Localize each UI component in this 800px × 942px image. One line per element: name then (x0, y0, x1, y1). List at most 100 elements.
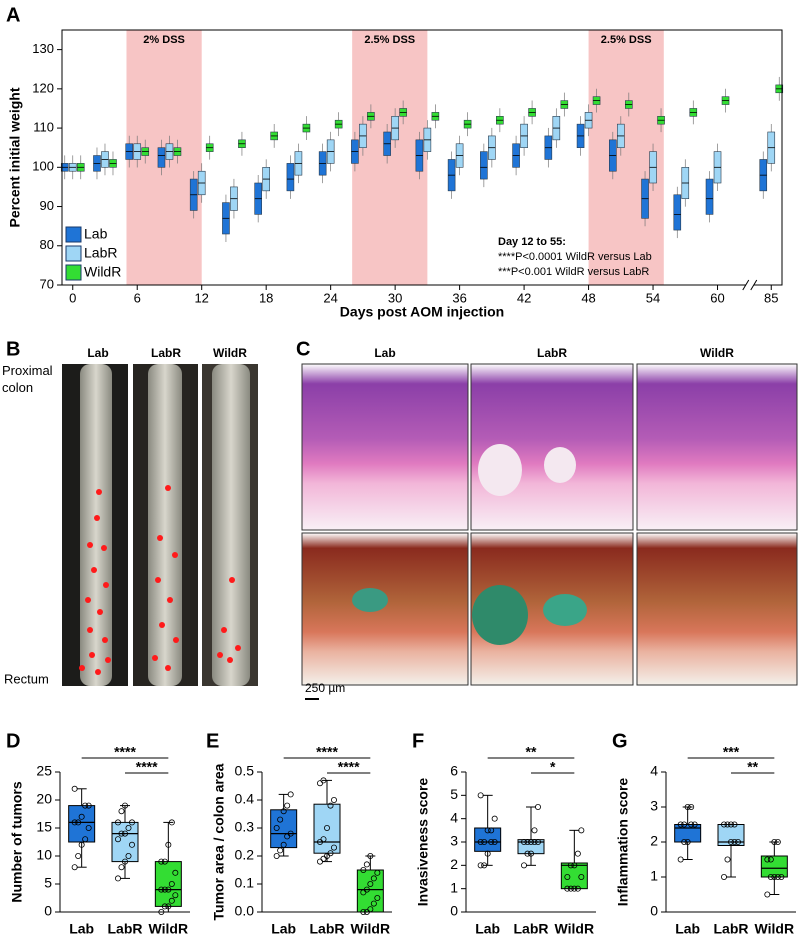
data-point (168, 881, 175, 888)
data-point (477, 839, 484, 846)
data-point (78, 841, 85, 848)
box (111, 821, 139, 863)
data-point (564, 874, 571, 881)
data-point (681, 821, 688, 828)
box (480, 151, 488, 180)
data-point (158, 909, 165, 916)
data-point (767, 856, 774, 863)
x-axis-title: Days post AOM injection (340, 304, 504, 320)
data-point (158, 858, 165, 865)
data-point (535, 839, 542, 846)
x-tick-label: LabR (714, 921, 749, 937)
y-tick-label: 3 (650, 798, 658, 814)
data-point (484, 850, 491, 857)
panel-label: E (206, 730, 219, 752)
data-point (327, 850, 334, 857)
data-point (488, 839, 495, 846)
data-point (481, 839, 488, 846)
data-point (273, 825, 280, 832)
column-label: WildR (213, 346, 247, 360)
y-axis-title: Invasiveness score (415, 778, 431, 907)
data-point (71, 785, 78, 792)
data-point (688, 821, 695, 828)
dss-label: 2.5% DSS (601, 34, 652, 46)
column-label: WildR (700, 346, 734, 360)
data-point (721, 874, 728, 881)
data-point (165, 903, 172, 910)
scale-bar-label: 250 µm (305, 681, 345, 695)
data-point (118, 830, 125, 837)
data-point (360, 909, 367, 916)
axis-break (745, 282, 754, 288)
x-tick-label: LabR (310, 921, 345, 937)
data-point (168, 819, 175, 826)
y-tick-label: 15 (36, 819, 52, 835)
significance-label: **** (114, 744, 136, 760)
x-tick-label: 60 (710, 290, 724, 305)
dss-label: 2.5% DSS (364, 34, 415, 46)
data-point (524, 839, 531, 846)
data-point (774, 839, 781, 846)
data-point (161, 903, 168, 910)
data-point (273, 853, 280, 860)
data-point (484, 827, 491, 834)
data-point (728, 821, 735, 828)
box (760, 855, 788, 878)
y-axis-title: Number of tumors (9, 781, 25, 903)
significance-label: **** (136, 759, 158, 775)
significance-label: **** (338, 759, 360, 775)
y-tick-label: 3 (450, 833, 458, 849)
data-point (731, 839, 738, 846)
data-point (578, 827, 585, 834)
y-tick-label: 120 (32, 80, 54, 95)
data-point (531, 839, 538, 846)
box (560, 862, 588, 890)
y-tick-label: 1 (650, 868, 658, 884)
data-point (774, 874, 781, 881)
data-point (767, 874, 774, 881)
data-point (528, 850, 535, 857)
x-tick-label: WildR (555, 921, 595, 937)
box (673, 194, 682, 231)
data-point (320, 836, 327, 843)
data-point (165, 886, 172, 893)
column-label: Lab (374, 346, 395, 360)
dss-label: 2% DSS (143, 34, 185, 46)
data-point (168, 897, 175, 904)
box (717, 824, 745, 846)
panel-label: B (6, 338, 20, 360)
photo-b (62, 364, 258, 686)
data-point (115, 819, 122, 826)
data-point (677, 821, 684, 828)
y-tick-label: 4 (650, 763, 658, 779)
significance-label: ** (747, 759, 758, 775)
y-tick-label: 10 (36, 847, 52, 863)
data-point (360, 867, 367, 874)
y-tick-label: 130 (32, 41, 54, 56)
y-tick-label: 100 (32, 159, 54, 174)
data-point (764, 891, 771, 898)
data-point (71, 819, 78, 826)
data-point (118, 864, 125, 871)
x-tick-label: 18 (259, 290, 273, 305)
box (313, 803, 341, 854)
data-point (82, 802, 89, 809)
data-point (764, 856, 771, 863)
data-point (85, 802, 92, 809)
data-point (172, 869, 179, 876)
y-tick-label: 70 (40, 276, 54, 291)
data-point (363, 861, 370, 868)
box (356, 869, 384, 913)
legend-swatch (65, 264, 82, 281)
data-point (370, 875, 377, 882)
x-tick-label: Lab (69, 921, 94, 937)
panel-label: G (612, 730, 628, 752)
x-tick-label: 48 (581, 290, 595, 305)
x-tick-label: Lab (675, 921, 700, 937)
x-tick-label: 85 (764, 290, 778, 305)
data-point (735, 839, 742, 846)
data-point (564, 885, 571, 892)
data-point (71, 864, 78, 871)
x-tick-label: 24 (323, 290, 337, 305)
data-point (320, 777, 327, 784)
